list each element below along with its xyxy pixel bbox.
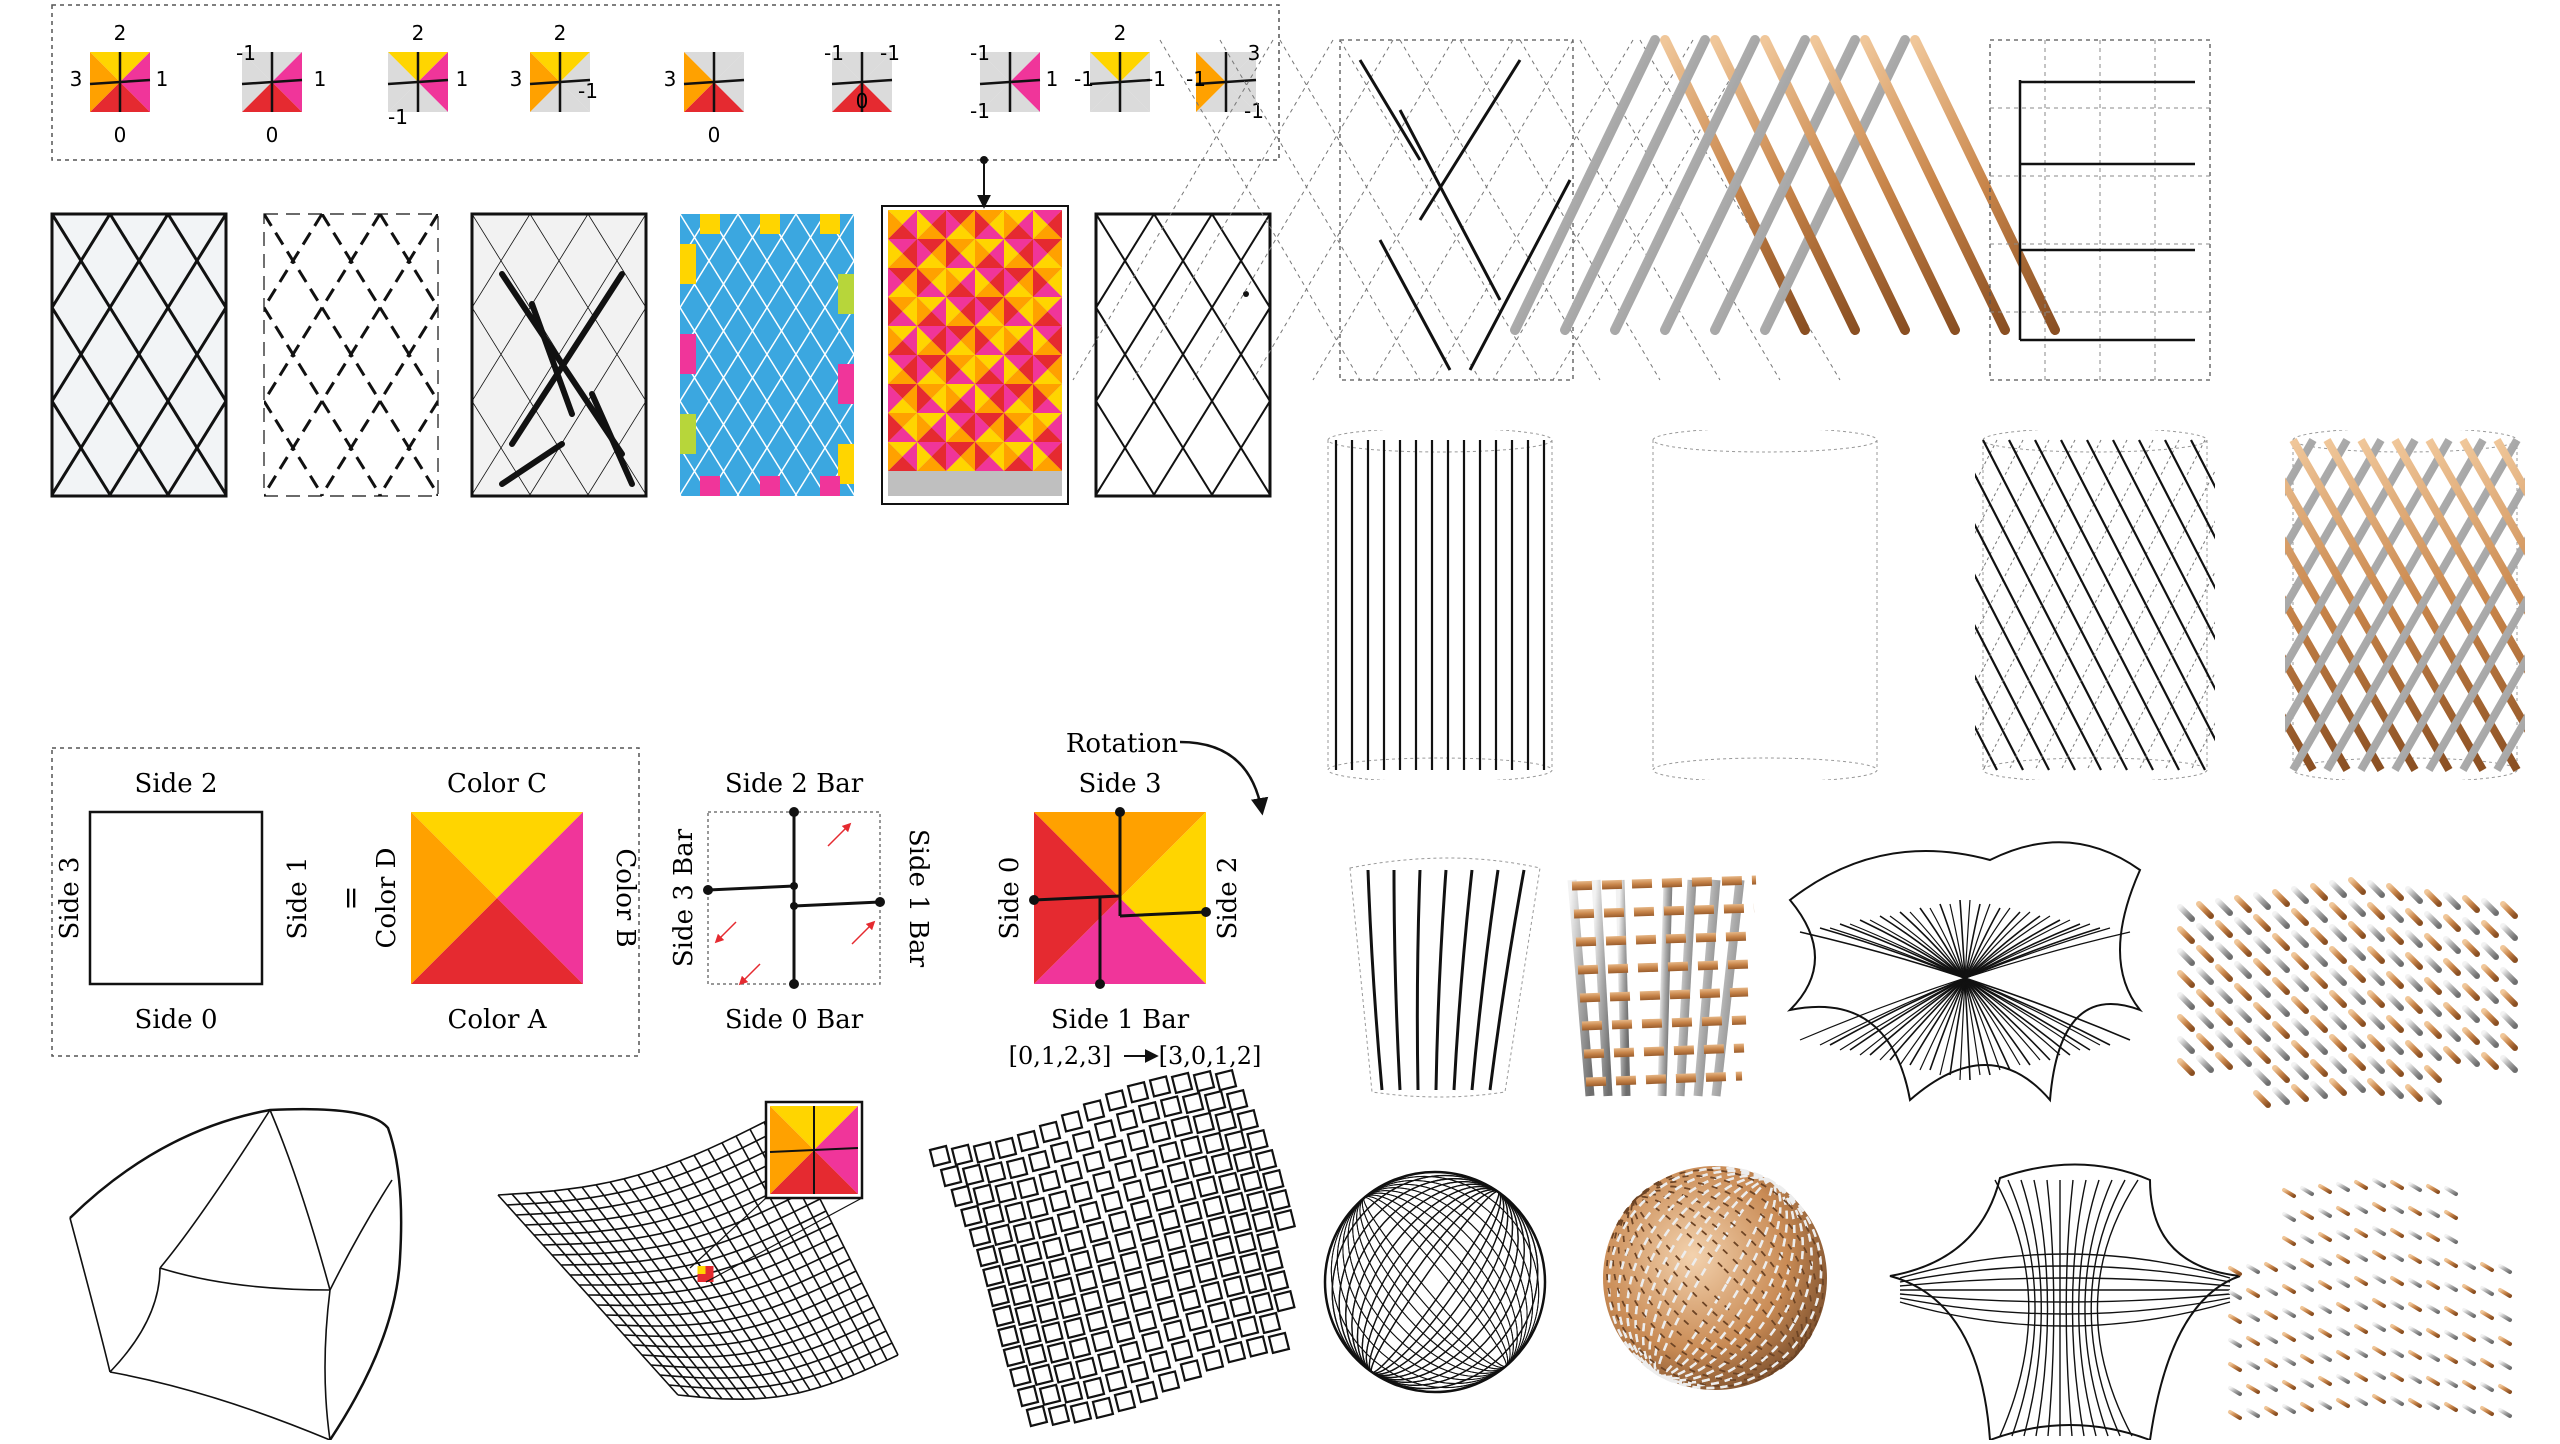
cylinder-render [2285, 430, 2525, 780]
rside0-label: Side 0 [995, 857, 1025, 940]
pattern-panels [50, 205, 1272, 505]
legend-tile-label: 0 [266, 123, 279, 147]
woven-braid-mesh [928, 1068, 1297, 1428]
legend-tile-label: 3 [510, 67, 523, 91]
legend-tile-label: -1 [1186, 67, 1206, 91]
bar1-label: Side 1 Bar [903, 829, 933, 968]
side1-label: Side 1 [283, 857, 313, 940]
perm-before: [0,1,2,3] [1009, 1042, 1112, 1070]
bar-tile [703, 807, 885, 989]
legend-tile-label: -1 [1146, 67, 1166, 91]
legend-tile-icon: 2 -1 3 [510, 21, 598, 112]
legend-tile-label: 1 [456, 67, 469, 91]
blue-color-panel [680, 214, 854, 496]
legend-box [51, 4, 1280, 161]
rotated-tile [1029, 807, 1211, 989]
colorA-label: Color A [448, 1005, 548, 1035]
colorD-label: Color D [372, 847, 402, 948]
bar3-label: Side 3 Bar [669, 828, 699, 967]
legend-tile-label: -1 [578, 79, 598, 103]
vase-woven-render [1567, 875, 1757, 1097]
rside2-label: Side 2 [1213, 857, 1243, 940]
legend-tile-icon: -1 1 -1 [970, 41, 1058, 123]
legend-tile-label: 2 [1114, 21, 1127, 45]
legend-tile-label: -1 [880, 41, 900, 65]
rside3-label: Side 3 [1079, 769, 1162, 799]
legend-tile-label: 1 [156, 67, 169, 91]
legend-tile-label: 3 [1248, 41, 1261, 65]
rotation-arrow-icon [1179, 740, 1269, 816]
colored-tile [411, 812, 583, 984]
legend-tile-icon: 2 1 -1 [387, 21, 469, 129]
bar2-label: Side 2 Bar [725, 769, 864, 799]
legend-tile-icon: 2 1 0 3 [70, 21, 169, 147]
definition-box [51, 747, 640, 1057]
bar0-label: Side 0 Bar [725, 1005, 864, 1035]
cylinder-render [1327, 430, 1553, 780]
legend-tile-label: -1 [970, 41, 990, 65]
legend-tile-label: -1 [388, 105, 408, 129]
shell-woven-render [2228, 1178, 2512, 1420]
legend-tile-label: -1 [1074, 67, 1094, 91]
legend-tile-label: -1 [970, 99, 990, 123]
zoom-tile-icon [689, 1100, 864, 1283]
diamond-grid [470, 212, 648, 498]
legend-tile-label: 3 [664, 67, 677, 91]
highlighted-color-panel [881, 205, 1069, 505]
legend-tile-label: 1 [1046, 67, 1059, 91]
vase-wire-render [1349, 857, 1541, 1098]
legend-tile-icon: 3 -1 -1 [1186, 41, 1264, 123]
rotation-label: Rotation [1066, 729, 1179, 759]
fine-quad-mesh [497, 1114, 899, 1401]
legend-tile-icon: -1 1 0 [236, 41, 326, 147]
saddle-wire-render [1786, 841, 2144, 1103]
legend-tile-label: -1 [1244, 99, 1264, 123]
rside1bar-label: Side 1 Bar [1051, 1005, 1190, 1035]
colorC-label: Color C [447, 769, 547, 799]
colorB-label: Color B [610, 848, 640, 947]
rendering-gallery [1072, 35, 2535, 1442]
legend-tile-label: 2 [554, 21, 567, 45]
legend-tile-icon: 30 [664, 52, 745, 147]
legend-tile-label: 0 [708, 123, 721, 147]
coarse-quad-mesh [69, 1107, 403, 1441]
cylinder-render [1652, 430, 1878, 780]
shell-wire-render [1889, 1163, 2241, 1442]
cylinder-render [1975, 430, 2215, 780]
coarse-mesh-lines [69, 1109, 393, 1441]
legend-tile-label: 2 [412, 21, 425, 45]
perm-after: [3,0,1,2] [1159, 1042, 1262, 1070]
legend-tile-label: -1 [236, 41, 256, 65]
legend-tile-label: 0 [856, 89, 869, 113]
legend-tile-icon: 2 -1 -1 [1074, 21, 1166, 112]
legend-tile-label: 3 [70, 67, 83, 91]
side3-label: Side 3 [55, 857, 85, 940]
legend-tile-label: 2 [114, 21, 127, 45]
diamond-grid [263, 213, 439, 497]
diamond-grid [1094, 212, 1272, 498]
sphere-wire-render [1323, 1170, 1547, 1394]
legend-tile-label: 1 [314, 67, 327, 91]
equals-sign: = [334, 885, 369, 910]
sphere-woven-render [1603, 1166, 1827, 1390]
legend-tile-label: -1 [824, 41, 844, 65]
legend-tile-icon: -1 -1 0 [824, 41, 900, 113]
legend-tile-label: 0 [114, 123, 127, 147]
plain-tile [88, 810, 264, 986]
diamond-grid [50, 212, 228, 498]
saddle-woven-render [2177, 877, 2518, 1108]
side0-label: Side 0 [135, 1005, 218, 1035]
side2-label: Side 2 [135, 769, 218, 799]
